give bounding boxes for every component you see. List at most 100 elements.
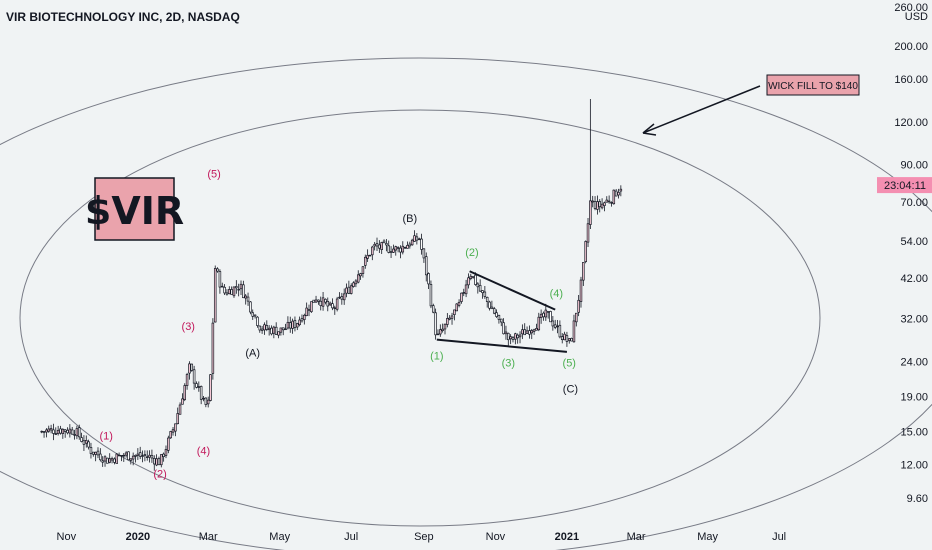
candle-body — [99, 453, 102, 461]
candle-body — [263, 324, 266, 331]
candle-body — [558, 324, 562, 338]
candle — [169, 430, 172, 439]
candle-body — [568, 338, 571, 341]
candle — [145, 450, 149, 461]
candle — [162, 452, 165, 462]
candle — [399, 245, 402, 259]
price-axis[interactable]: 260.00 200.00 160.00 120.00 90.00 70.00 54.00 4… — [894, 2, 928, 505]
candle-body — [476, 283, 480, 288]
candle — [103, 455, 107, 467]
candle-body — [481, 290, 484, 294]
candle-body — [521, 329, 524, 335]
candle-body — [192, 369, 196, 384]
candle — [584, 240, 587, 264]
candle — [347, 280, 351, 295]
candle — [129, 458, 133, 465]
candle — [530, 328, 533, 340]
candle — [183, 383, 186, 402]
candle — [213, 265, 217, 323]
candle — [204, 397, 208, 408]
candle — [326, 297, 330, 312]
candle — [225, 289, 229, 296]
candle — [87, 439, 90, 450]
candle-body — [565, 335, 569, 342]
candle — [291, 318, 294, 334]
candle — [455, 303, 458, 312]
candle — [342, 288, 346, 305]
candle — [537, 312, 541, 332]
candle-body — [596, 201, 599, 210]
last-price-marker[interactable]: 23:04:11 — [877, 177, 932, 194]
candle-body — [136, 453, 140, 456]
candle-body — [483, 291, 487, 297]
candle — [593, 196, 597, 211]
candle — [413, 230, 416, 242]
candle — [54, 427, 58, 436]
x-tick-label: 2021 — [555, 531, 579, 543]
candle-body — [603, 202, 606, 206]
candle-body — [258, 325, 262, 331]
candle-body — [345, 287, 348, 294]
time-axis[interactable]: Nov 2020 Mar May Jul Sep Nov 2021 Mar May Jul — [57, 531, 787, 543]
candle — [153, 455, 156, 471]
candle — [514, 332, 517, 345]
candle-body — [453, 309, 456, 316]
candle-body — [289, 322, 292, 329]
candle-body — [232, 286, 236, 297]
wave-label: (5) — [207, 168, 220, 180]
candle — [190, 363, 194, 372]
candle-body — [87, 441, 90, 448]
candle-body — [80, 437, 83, 442]
candle — [507, 332, 510, 347]
candle-body — [579, 279, 583, 302]
candle — [598, 199, 601, 213]
candle-body — [535, 328, 538, 331]
candle-body — [331, 303, 334, 309]
candle — [296, 322, 299, 331]
candle — [202, 396, 205, 402]
candle — [110, 456, 114, 464]
candle-body — [310, 301, 313, 313]
candle-body — [462, 292, 466, 294]
candle-body — [382, 240, 386, 244]
candle — [331, 298, 334, 311]
candle — [286, 316, 290, 330]
candle-body — [436, 333, 440, 336]
candle — [124, 451, 128, 458]
candle-body — [324, 298, 327, 303]
candle — [181, 393, 184, 405]
candle-body — [532, 329, 536, 332]
candle-body — [321, 297, 325, 307]
candle-body — [424, 256, 428, 276]
candle — [160, 454, 163, 468]
candle — [136, 448, 140, 460]
y-tick-label: 260.00 — [894, 2, 928, 14]
candle — [61, 428, 65, 439]
candle-body — [277, 331, 280, 336]
candle — [281, 327, 285, 336]
candle-body — [150, 455, 154, 459]
candle-body — [605, 199, 609, 203]
candle — [239, 280, 243, 296]
candle-body — [199, 386, 203, 400]
candle-body — [434, 312, 437, 336]
candle-body — [422, 248, 426, 259]
candle — [274, 322, 278, 335]
candle-body — [279, 327, 283, 333]
candle-body — [371, 246, 374, 256]
candle — [610, 201, 613, 207]
candle-body — [455, 303, 458, 312]
candle — [558, 320, 562, 339]
candle-body — [272, 326, 276, 334]
wave-label: (A) — [245, 347, 260, 359]
candle-body — [249, 301, 252, 313]
candle-body — [96, 450, 100, 456]
candle-body — [300, 318, 304, 322]
candle-body — [228, 289, 231, 295]
candle — [66, 427, 69, 435]
candle — [298, 316, 301, 327]
candle — [453, 309, 456, 321]
wick-arrow-line — [642, 85, 761, 134]
candle-body — [415, 236, 419, 241]
